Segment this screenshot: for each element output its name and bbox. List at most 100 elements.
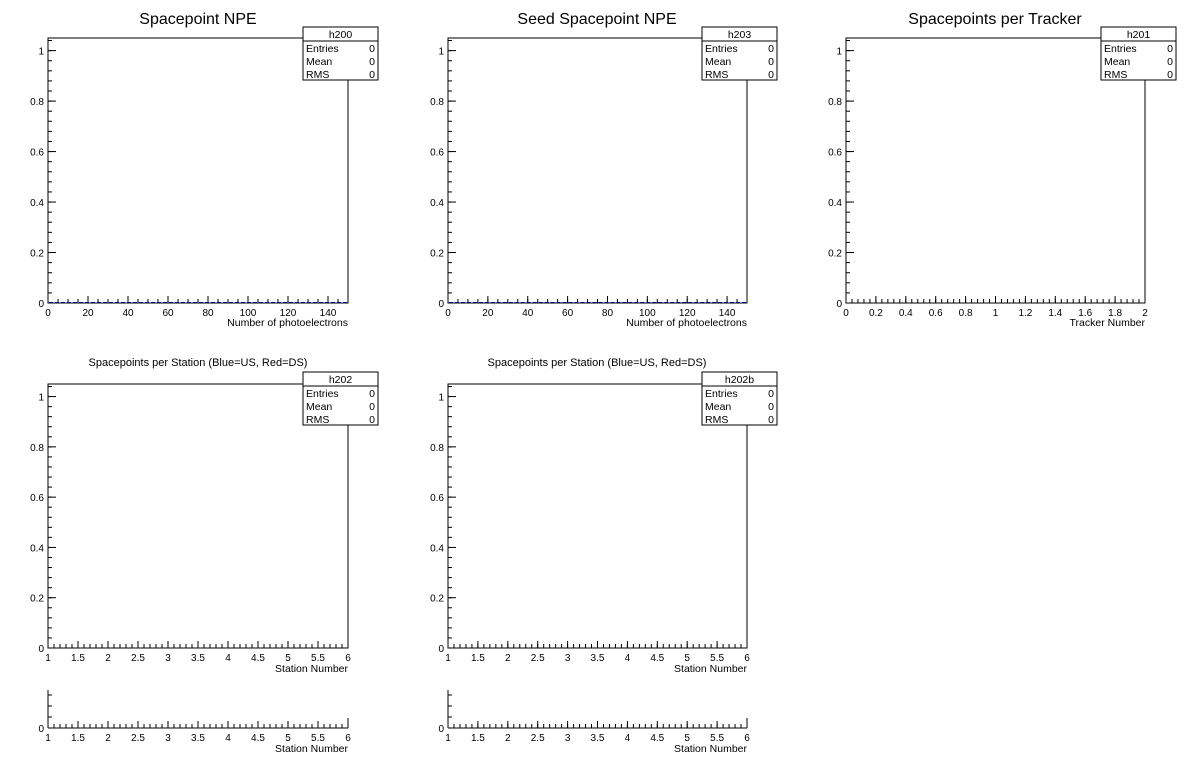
stats-label-rms: RMS: [306, 414, 329, 426]
chart-title: Spacepoints per Tracker: [908, 11, 1082, 28]
x-tick-label: 80: [202, 308, 214, 319]
stats-box-frame: [1100, 26, 1177, 81]
y-tick-label: 0.8: [430, 97, 444, 108]
y-tick-label: 1: [438, 393, 444, 404]
stats-histogram-name: h203: [728, 29, 752, 41]
x-tick-label: 2: [505, 733, 511, 744]
x-tick-label: 5.5: [311, 653, 325, 664]
x-tick-label: 3.5: [591, 733, 605, 744]
x-tick-label: 3.5: [191, 733, 205, 744]
x-tick-label: 1.2: [1018, 308, 1032, 319]
y-tick-label: 0.6: [430, 493, 444, 504]
x-tick-label: 3: [165, 653, 171, 664]
x-tick-label: 120: [679, 308, 696, 319]
x-tick-label: 4: [625, 733, 631, 744]
x-tick-label: 5: [285, 733, 291, 744]
stats-box-frame: [701, 26, 778, 81]
x-axis-label: Station Number: [674, 663, 747, 675]
x-tick-label: 0: [45, 308, 51, 319]
x-tick-label: 40: [522, 308, 534, 319]
x-tick-label: 4.5: [251, 733, 265, 744]
x-tick-label: 140: [719, 308, 736, 319]
x-axis-label: Station Number: [674, 743, 747, 755]
plot-frame: [845, 37, 1146, 304]
stats-box: h203 Entries 0 Mean 0 RMS 0: [701, 26, 778, 81]
y-tick-label: 0.2: [30, 249, 44, 260]
x-tick-label: 1.5: [71, 733, 85, 744]
x-tick-label: 4: [625, 653, 631, 664]
x-tick-label: 3.5: [591, 653, 605, 664]
stats-label-mean: Mean: [306, 401, 332, 413]
stats-value-entries: 0: [369, 43, 375, 55]
histogram-pad-4: Spacepoints per Station (Blue=US, Red=DS…: [30, 357, 379, 675]
histogram-pad-3: Spacepoints per Tracker 0 0.2 0.4 0.6 0.8 1 1.2…: [828, 11, 1177, 329]
y-tick-label: 0.2: [828, 249, 842, 260]
x-tick-label: 0: [843, 308, 849, 319]
y-tick-label: 0.4: [430, 198, 444, 209]
stats-value-rms: 0: [1167, 69, 1173, 81]
x-tick-label: 5: [684, 653, 690, 664]
x-tick-label: 0.4: [899, 308, 913, 319]
x-tick-label: 80: [602, 308, 614, 319]
x-tick-label: 20: [82, 308, 94, 319]
stats-label-mean: Mean: [306, 56, 332, 68]
x-tick-label: 1.4: [1048, 308, 1062, 319]
x-tick-label: 0.2: [869, 308, 883, 319]
x-tick-label: 1: [45, 653, 51, 664]
x-tick-label: 6: [744, 733, 750, 744]
y-tick-label: 0.6: [30, 493, 44, 504]
y-tick-label: 0: [438, 299, 444, 310]
stats-value-entries: 0: [768, 43, 774, 55]
stats-label-entries: Entries: [1104, 43, 1137, 55]
stats-value-mean: 0: [768, 56, 774, 68]
x-tick-label: 6: [345, 733, 351, 744]
histogram-pad-5: Spacepoints per Station (Blue=US, Red=DS…: [430, 357, 778, 675]
x-tick-label: 6: [345, 653, 351, 664]
x-tick-label: 1.5: [471, 653, 485, 664]
y-tick-label: 1: [38, 393, 44, 404]
stats-box: h202b Entries 0 Mean 0 RMS 0: [701, 371, 778, 426]
x-tick-label: 2: [1142, 308, 1148, 319]
stats-value-entries: 0: [1167, 43, 1173, 55]
stats-label-rms: RMS: [1104, 69, 1127, 81]
x-tick-label: 5.5: [710, 733, 724, 744]
y-tick-label: 0.4: [430, 543, 444, 554]
stats-histogram-name: h202: [329, 374, 353, 386]
x-tick-label: 120: [280, 308, 297, 319]
y-tick-label: 0.8: [828, 97, 842, 108]
y-tick-label: 0.4: [30, 543, 44, 554]
x-tick-label: 0: [445, 308, 451, 319]
stats-label-rms: RMS: [306, 69, 329, 81]
y-tick-label: 1: [836, 47, 842, 58]
y-tick-label: 0: [38, 724, 44, 735]
x-tick-label: 3: [565, 733, 571, 744]
x-tick-label: 140: [320, 308, 337, 319]
x-tick-label: 1: [445, 653, 451, 664]
stats-value-rms: 0: [768, 69, 774, 81]
x-tick-label: 3: [165, 733, 171, 744]
x-tick-label: 100: [240, 308, 257, 319]
y-tick-label: 1: [38, 47, 44, 58]
chart-title: Spacepoints per Station (Blue=US, Red=DS…: [89, 357, 308, 369]
y-tick-label: 0.6: [30, 148, 44, 159]
x-tick-label: 2: [105, 653, 111, 664]
x-tick-label: 3: [565, 653, 571, 664]
x-tick-label: 60: [162, 308, 174, 319]
y-tick-label: 0.2: [430, 249, 444, 260]
x-tick-label: 4: [225, 653, 231, 664]
x-tick-label: 40: [122, 308, 134, 319]
x-tick-label: 100: [639, 308, 656, 319]
stats-box-frame: [302, 26, 379, 81]
chart-title: Spacepoints per Station (Blue=US, Red=DS…: [488, 357, 707, 369]
stats-label-entries: Entries: [306, 43, 339, 55]
stats-histogram-name: h200: [329, 29, 353, 41]
y-tick-label: 1: [438, 47, 444, 58]
x-axis-label: Number of photoelectrons: [227, 317, 348, 329]
x-tick-label: 1: [45, 733, 51, 744]
stats-box-frame: [701, 371, 778, 426]
stats-label-entries: Entries: [306, 388, 339, 400]
x-axis-label: Number of photoelectrons: [626, 317, 747, 329]
